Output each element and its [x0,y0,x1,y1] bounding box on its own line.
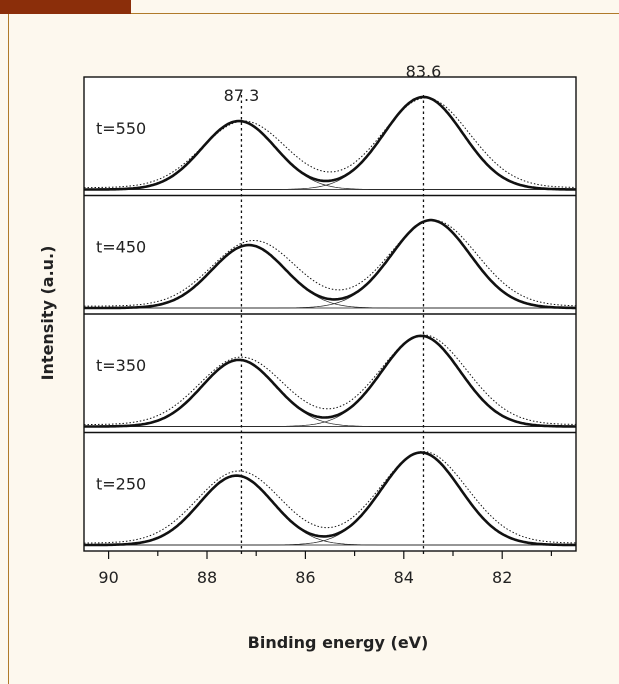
spectrum-panel: t=450 [84,194,577,310]
y-axis-label: Intensity (a.u.) [38,246,57,381]
peak-annotations: 87.3 83.6 [224,62,442,105]
peak-annotation: 87.3 [224,86,260,105]
spectrum-panel: t=350 [84,313,577,428]
measured-spectrum [84,219,577,307]
x-tick-label: 84 [394,568,414,587]
x-axis-label: Binding energy (eV) [248,633,429,652]
peak-annotation: 83.6 [406,62,442,81]
x-tick-label: 82 [492,568,512,587]
panel-label: t=450 [96,237,146,256]
panel-label: t=350 [96,356,146,375]
peak-reference-lines [240,95,425,557]
fitted-envelope [84,218,576,310]
measured-spectrum [84,451,577,544]
x-tick-label: 88 [197,568,217,587]
spectrum-panel: t=250 [84,431,577,547]
header-rule [131,13,619,14]
panel-label: t=550 [96,119,146,138]
x-tick-label: 86 [295,568,315,587]
fitted-envelope [84,334,576,428]
brand-tab [0,0,131,14]
spectrum-panel: t=550 [84,95,576,191]
measured-spectrum [84,334,577,426]
x-tick-label: 90 [98,568,118,587]
spectra-panels: t=550 t=450 t=350 t=250 [84,95,577,547]
fitted-envelope [84,95,576,191]
x-axis: 90 88 86 84 82 [98,551,553,587]
fitted-envelope [84,451,576,547]
margin-rule [8,14,9,684]
panel-label: t=250 [96,474,146,493]
